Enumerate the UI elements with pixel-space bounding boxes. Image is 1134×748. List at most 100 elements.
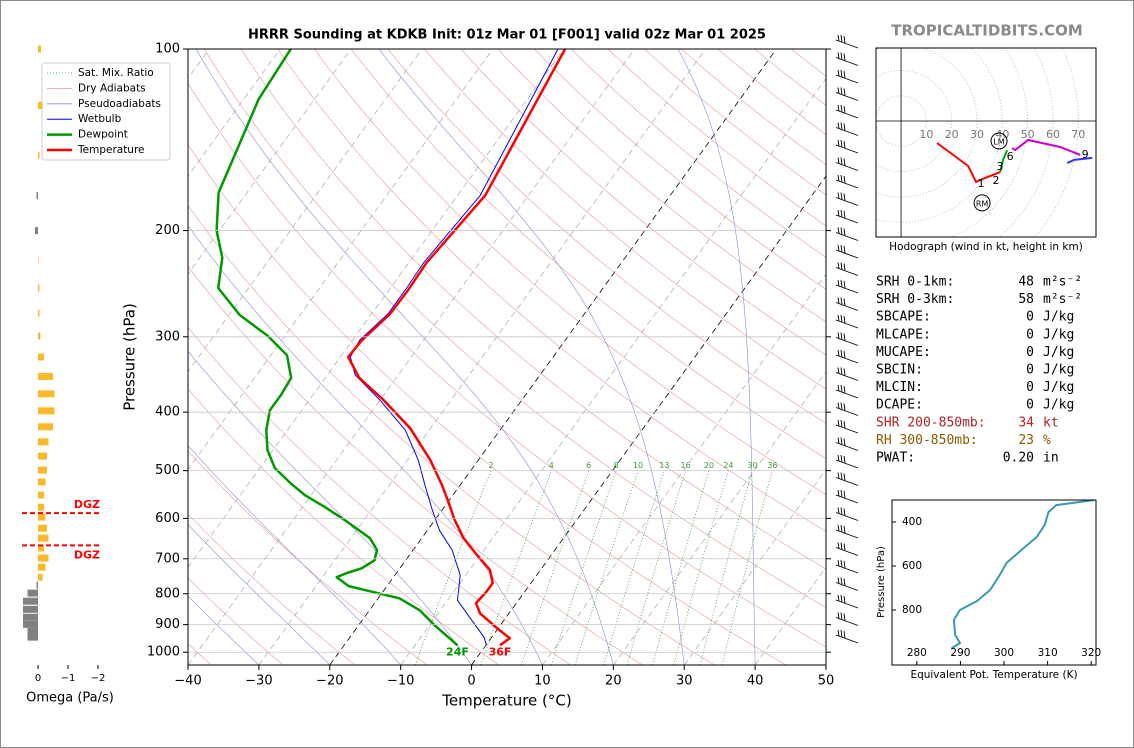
omega-bar [35, 227, 38, 235]
wind-barb [835, 612, 859, 626]
pseudoadiabat [188, 225, 543, 665]
mixing-ratio-line [721, 470, 773, 665]
y-tick-label: 600 [155, 511, 180, 526]
x-tick-label: 320 [1081, 647, 1101, 659]
dry-adiabat [460, 49, 826, 356]
hodo-trace [936, 142, 1001, 184]
dry-adiabat [350, 49, 826, 459]
omega-bar [23, 597, 38, 605]
omega-bar [36, 581, 38, 589]
isotherm [188, 49, 635, 665]
stat-unit: J/kg [1043, 363, 1074, 378]
height-label: 3 [997, 160, 1004, 173]
mixing-ratio-line [652, 470, 710, 665]
mixing-ratio-label: 4 [549, 461, 554, 470]
storm-motion-label: RM [976, 199, 989, 208]
wind-barb [835, 139, 859, 154]
plot-area [951, 500, 1095, 649]
omega-bar [38, 534, 49, 542]
omega-bar [38, 353, 44, 361]
legend: Sat. Mix. Ratio Dry Adiabats Pseudoadiabat… [41, 62, 171, 161]
omega-bar [38, 372, 53, 380]
wind-barb [835, 594, 859, 609]
stat-value: 0 [1026, 363, 1034, 378]
omega-bar [27, 627, 38, 635]
pseudoadiabat [677, 49, 756, 665]
y-tick-label: 600 [902, 560, 922, 572]
omega-bar [38, 423, 53, 431]
wind-barb [835, 524, 859, 539]
x-tick-label: 290 [950, 647, 970, 659]
wind-barb [835, 262, 859, 276]
hodo-caption: Hodograph (wind in kt, height in km) [889, 241, 1083, 253]
stat-unit: J/kg [1043, 398, 1074, 413]
stat-unit: kt [1043, 415, 1059, 430]
y-tick-label: 300 [155, 329, 180, 344]
x-tick-label: 50 [818, 674, 835, 689]
hodo-ring-label: 10 [919, 128, 933, 141]
plot-area [876, 48, 1096, 237]
omega-bar [23, 613, 38, 621]
wind-barb [835, 437, 859, 451]
stat-unit: J/kg [1043, 310, 1074, 325]
isotherm [188, 49, 564, 568]
omega-bar [38, 151, 40, 159]
x-tick-label: −1 [61, 673, 76, 684]
mixing-ratio-label: 6 [586, 461, 591, 470]
mixing-ratio-line [626, 470, 686, 665]
surface-label: 24F [446, 645, 469, 658]
y-tick-label: 900 [155, 617, 180, 632]
stat-value: 0 [1026, 398, 1034, 413]
omega-bar [27, 633, 38, 641]
mixing-ratio-label: 16 [681, 461, 691, 470]
wind-barb [835, 297, 859, 311]
mixing-ratio-line [673, 470, 729, 665]
stat-unit: J/kg [1043, 345, 1074, 360]
stat-label: PWAT: [876, 451, 915, 466]
dry-adiabat [188, 82, 826, 648]
omega-bar [38, 407, 55, 415]
mixing-ratio-line [699, 470, 753, 665]
wind-barb [835, 34, 859, 49]
omega-bar [38, 438, 49, 446]
omega-bar [38, 390, 55, 398]
legend-label: Temperature [77, 144, 145, 156]
stat-value: 0 [1026, 310, 1034, 325]
legend-box [41, 62, 171, 161]
stat-label: RH 300-850mb: [876, 433, 978, 448]
wind-barb [835, 52, 859, 66]
pseudoadiabat [188, 595, 260, 665]
wind-barb [835, 157, 859, 171]
stat-label: SRH 0-1km: [876, 275, 954, 290]
plot-frame [187, 48, 827, 666]
legend-label: Wetbulb [78, 113, 122, 125]
stat-label: SRH 0-3km: [876, 292, 954, 307]
x-tick-label: 280 [907, 647, 927, 659]
wind-barb [835, 104, 859, 119]
height-label: 9 [1082, 148, 1089, 161]
isotherm [258, 49, 706, 665]
mixing-ratio-label: 2 [488, 461, 493, 470]
profile-line [215, 49, 459, 647]
height-label: 6 [1007, 150, 1014, 163]
wind-barb [835, 279, 859, 294]
wind-barb [835, 209, 859, 224]
mixing-ratio-label: 20 [704, 461, 714, 470]
omega-bar [38, 554, 49, 562]
omega-bar [38, 491, 44, 499]
legend-label: Dewpoint [78, 129, 128, 141]
legend-label: Dry Adiabats [78, 82, 146, 94]
omega-bar [38, 563, 46, 571]
mixing-ratio-label: 8 [614, 461, 619, 470]
stat-label: DCAPE: [876, 398, 923, 413]
y-axis-label: Pressure (hPa) [121, 303, 139, 411]
wind-barb [835, 122, 859, 136]
hodo-ring-label: 60 [1046, 128, 1060, 141]
dgz-label: DGZ [74, 548, 100, 561]
omega-bar [38, 478, 46, 486]
theta-frame [891, 499, 1097, 666]
wind-barb [835, 384, 859, 399]
x-tick-label: −30 [245, 674, 272, 689]
